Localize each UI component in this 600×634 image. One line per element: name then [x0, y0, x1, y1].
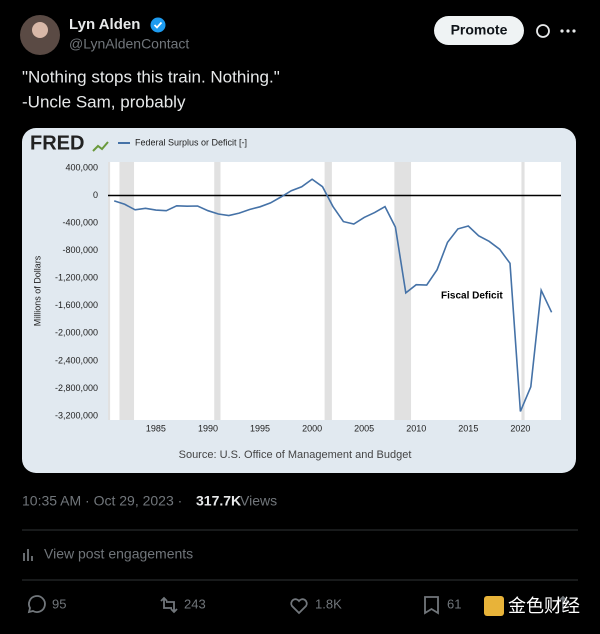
y-axis-label: Millions of Dollars [32, 255, 42, 326]
y-tick-label: -1,200,000 [55, 273, 98, 283]
x-tick-label: 1995 [250, 423, 270, 433]
author-name[interactable]: Lyn Alden [69, 16, 140, 33]
reply-count: 95 [52, 596, 66, 611]
x-tick-label: 2020 [510, 423, 530, 433]
view-count: 317.7K [196, 493, 241, 509]
y-tick-label: 0 [93, 190, 98, 200]
fred-logo: FRED [30, 132, 84, 154]
legend-label: Federal Surplus or Deficit [-] [135, 137, 247, 147]
x-tick-label: 2000 [302, 423, 322, 433]
bookmark-count: 61 [447, 596, 461, 611]
fred-logo-icon [92, 141, 109, 152]
verified-check [153, 21, 163, 29]
watermark: 金色财经 [508, 596, 580, 617]
share-icon[interactable] [556, 595, 570, 612]
y-tick-label: 400,000 [65, 162, 98, 172]
recession-band [119, 162, 135, 420]
y-tick-label: -2,400,000 [55, 355, 98, 365]
recession-band [108, 162, 111, 420]
like-count: 1.8K [315, 596, 342, 611]
more-icon[interactable] [560, 29, 576, 33]
views-label: Views [240, 493, 277, 509]
y-tick-label: -2,000,000 [55, 328, 98, 338]
chart-source: Source: U.S. Office of Management and Bu… [179, 449, 412, 461]
timestamp[interactable]: 10:35 AM · Oct 29, 2023 · [22, 493, 182, 509]
like-icon[interactable] [290, 598, 308, 615]
watermark-logo [484, 596, 504, 616]
x-tick-label: 2010 [406, 423, 426, 433]
x-tick-label: 1990 [198, 423, 218, 433]
grok-icon[interactable] [536, 24, 550, 38]
chart-annotation: Fiscal Deficit [441, 291, 503, 302]
y-tick-label: -400,000 [62, 217, 98, 227]
y-tick-label: -800,000 [62, 245, 98, 255]
repost-icon[interactable] [160, 596, 178, 614]
author-handle[interactable]: @LynAldenContact [69, 36, 189, 52]
recession-band [521, 162, 525, 420]
y-tick-label: -3,200,000 [55, 410, 98, 420]
recession-band [394, 162, 412, 420]
verified-badge [150, 17, 166, 33]
x-tick-label: 2005 [354, 423, 374, 433]
plot-area [108, 162, 561, 420]
promote-button[interactable] [434, 16, 524, 45]
tweet-text: -Uncle Sam, probably [22, 92, 186, 111]
promote-label: Promote [451, 22, 508, 38]
avatar-face [32, 22, 48, 38]
recession-band [324, 162, 332, 420]
recession-band [214, 162, 221, 420]
reply-icon[interactable] [27, 595, 46, 614]
x-tick-label: 1985 [146, 423, 166, 433]
x-tick-label: 2015 [458, 423, 478, 433]
repost-count: 243 [184, 596, 206, 611]
engagements-link[interactable]: View post engagements [44, 546, 193, 562]
tweet-text: "Nothing stops this train. Nothing." [22, 67, 280, 86]
y-tick-label: -2,800,000 [55, 383, 98, 393]
bookmark-icon[interactable] [424, 596, 439, 615]
engagements-icon [23, 549, 33, 561]
data-line [113, 178, 553, 412]
y-tick-label: -1,600,000 [55, 300, 98, 310]
